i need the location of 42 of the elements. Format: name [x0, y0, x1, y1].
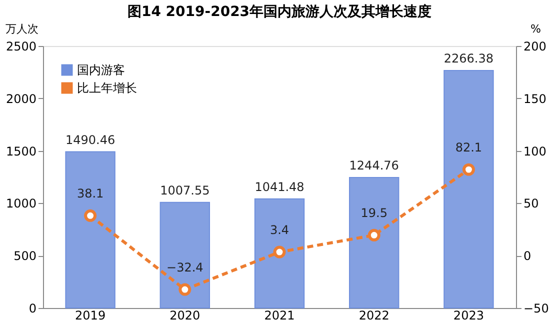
bar	[254, 198, 305, 308]
data-label: 19.5	[360, 206, 388, 220]
bar	[349, 177, 400, 308]
bar	[444, 70, 494, 308]
legend-label: 国内游客	[77, 63, 125, 77]
y-axis-title: 万人次	[6, 22, 38, 36]
y-tick-label: 1000	[6, 196, 36, 211]
y2-tick-label: 50	[524, 196, 539, 211]
point	[368, 228, 380, 242]
y-tick-label: 2000	[6, 92, 36, 106]
data-label: 1007.55	[160, 183, 210, 198]
y-tick-label: 1500	[6, 144, 36, 158]
data-label: −32.4	[166, 260, 204, 275]
data-label: 2266.38	[444, 51, 494, 66]
y2-tick-label: 150	[524, 92, 546, 106]
bar	[65, 151, 116, 308]
y2-tick-label: 200	[524, 40, 546, 54]
y-tick-label: 0	[28, 302, 36, 316]
y-tick-label: 2500	[6, 40, 36, 54]
chart-title: 图14 2019-2023年国内旅游人次及其增长速度	[127, 3, 432, 20]
point	[273, 246, 286, 258]
point	[178, 283, 192, 296]
data-label: 1490.46	[65, 132, 116, 147]
y2-tick-label: −50	[524, 302, 549, 316]
x-tick-label: 2020	[170, 308, 200, 322]
data-label: 1244.76	[349, 158, 399, 173]
y-tick-label: 500	[14, 249, 36, 264]
data-label: 38.1	[76, 186, 104, 201]
data-label: 1041.48	[254, 180, 304, 194]
legend-label: 比上年增长	[77, 81, 137, 95]
data-label: 82.1	[455, 140, 482, 155]
point	[84, 209, 97, 222]
x-tick-label: 2023	[453, 308, 484, 322]
data-label: 3.4	[270, 223, 290, 238]
y2-axis-title: %	[530, 22, 541, 36]
x-tick-label: 2022	[358, 308, 390, 322]
y2-tick-label: 0	[524, 249, 532, 264]
x-tick-label: 2021	[264, 308, 295, 322]
bar	[160, 202, 210, 308]
point	[462, 163, 475, 176]
x-tick-label: 2019	[75, 308, 106, 322]
y2-tick-label: 100	[524, 144, 546, 158]
